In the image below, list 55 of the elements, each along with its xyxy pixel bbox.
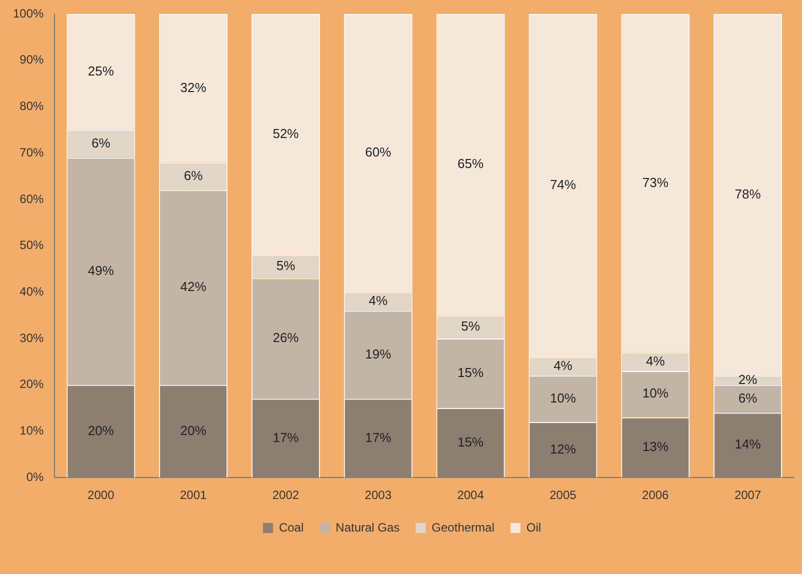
y-tick-label: 40% xyxy=(20,284,44,298)
data-label: 4% xyxy=(646,353,666,368)
data-label: 17% xyxy=(365,430,392,445)
data-label: 4% xyxy=(554,358,573,373)
y-tick-label: 60% xyxy=(20,192,44,206)
y-tick-label: 80% xyxy=(20,99,44,114)
data-label: 6% xyxy=(92,135,111,150)
data-label: 52% xyxy=(272,126,300,142)
x-tick-label: 2006 xyxy=(642,488,670,502)
data-label: 20% xyxy=(88,422,114,438)
data-label: 42% xyxy=(180,279,207,294)
data-label: 15% xyxy=(458,364,484,380)
data-label: 73% xyxy=(642,174,669,190)
x-tick-label: 2003 xyxy=(364,488,392,502)
legend-label: Oil xyxy=(526,520,542,534)
data-label: 26% xyxy=(272,330,300,346)
data-label: 10% xyxy=(550,390,576,406)
data-label: 20% xyxy=(180,422,207,438)
data-label: 15% xyxy=(458,434,484,450)
data-label: 25% xyxy=(88,64,114,79)
data-label: 6% xyxy=(184,168,204,183)
data-label: 2% xyxy=(738,372,758,387)
x-tick-label: 2005 xyxy=(550,488,577,502)
legend-label: Natural Gas xyxy=(336,520,400,534)
x-tick-label: 2002 xyxy=(272,488,300,502)
data-label: 5% xyxy=(461,318,480,334)
data-label: 74% xyxy=(550,177,576,192)
data-label: 4% xyxy=(368,293,388,308)
legend-label: Coal xyxy=(278,520,304,534)
data-label: 5% xyxy=(276,258,296,274)
data-label: 17% xyxy=(272,430,300,445)
data-label: 49% xyxy=(88,262,114,278)
legend-label: Geothermal xyxy=(432,520,494,534)
x-tick-label: 2001 xyxy=(180,488,207,502)
data-label: 12% xyxy=(550,441,576,456)
y-tick-label: 0% xyxy=(26,470,44,484)
data-label: 19% xyxy=(365,346,392,362)
data-label: 14% xyxy=(734,436,762,452)
x-tick-label: 2004 xyxy=(457,488,484,502)
data-label: 10% xyxy=(642,386,669,401)
data-label: 78% xyxy=(734,186,762,202)
data-label: 13% xyxy=(642,439,669,454)
y-tick-label: 50% xyxy=(20,238,44,252)
y-tick-label: 20% xyxy=(20,377,44,392)
data-label: 60% xyxy=(365,144,392,160)
y-tick-label: 30% xyxy=(20,330,44,345)
y-tick-label: 100% xyxy=(12,6,44,20)
y-tick-label: 10% xyxy=(20,424,44,438)
x-tick-label: 2000 xyxy=(88,488,115,502)
y-tick-label: 70% xyxy=(20,145,44,160)
y-tick-label: 90% xyxy=(20,52,44,67)
x-tick-label: 2007 xyxy=(734,488,762,502)
data-label: 32% xyxy=(180,80,207,95)
data-label: 6% xyxy=(738,390,758,406)
data-label: 65% xyxy=(458,156,484,172)
